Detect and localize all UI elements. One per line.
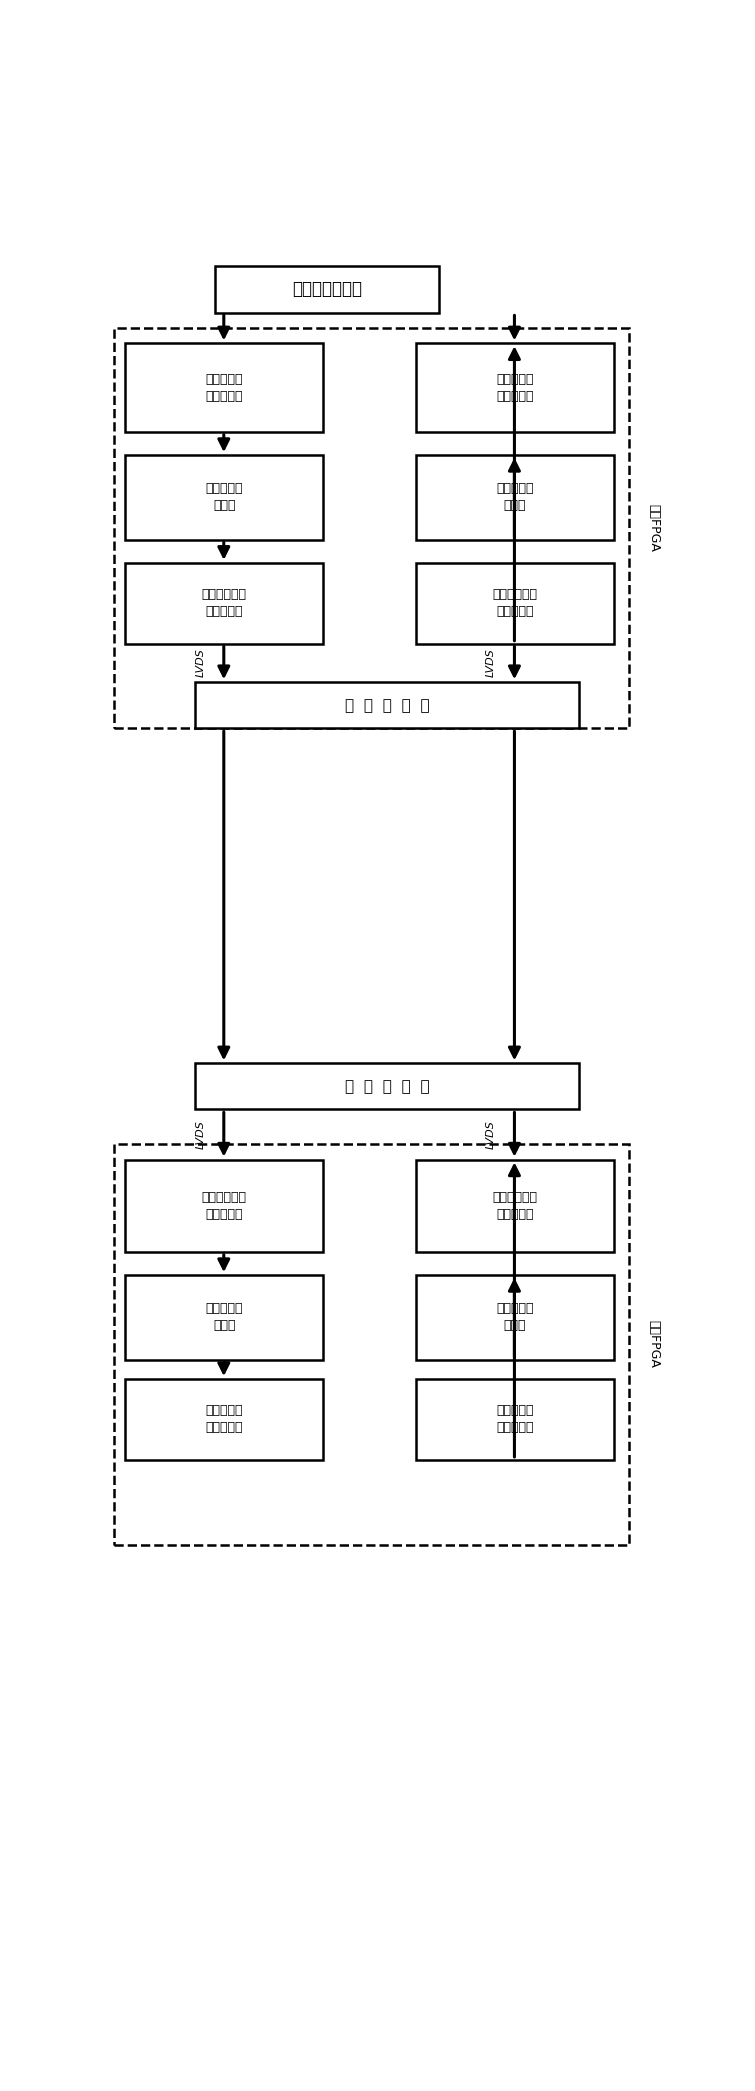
Bar: [195, 1062, 579, 1110]
Text: 数命令解码
采集器: 数命令解码 采集器: [205, 1303, 243, 1332]
Text: 数命令并串转
换控制电路: 数命令并串转 换控制电路: [202, 588, 247, 619]
Text: 控制FPGA: 控制FPGA: [648, 504, 661, 552]
Bar: [125, 1378, 323, 1460]
Text: 光  纤  收  发  路: 光 纤 收 发 路: [344, 698, 430, 713]
Text: 采集FPGA: 采集FPGA: [648, 1319, 661, 1368]
Text: 数命令入口
采集处理器: 数命令入口 采集处理器: [205, 1405, 243, 1434]
Bar: [416, 1378, 614, 1460]
Text: 采数据解码
控制器: 采数据解码 控制器: [496, 483, 534, 512]
Text: 采数据出口
控制处理器: 采数据出口 控制处理器: [496, 372, 534, 404]
Bar: [125, 1161, 323, 1253]
Text: 采数据并串转
换采集电路: 采数据并串转 换采集电路: [492, 1190, 538, 1221]
Bar: [125, 456, 323, 539]
Bar: [416, 343, 614, 433]
Text: 采数据解码
采集器: 采数据解码 采集器: [496, 1303, 534, 1332]
Text: LVDS: LVDS: [196, 1121, 205, 1148]
Bar: [416, 1161, 614, 1253]
Text: 光  纤  收  发  路: 光 纤 收 发 路: [344, 1079, 430, 1094]
Text: 数命令解码
控制器: 数命令解码 控制器: [205, 483, 243, 512]
Bar: [114, 328, 629, 728]
Bar: [416, 1276, 614, 1359]
Text: LVDS: LVDS: [486, 648, 496, 677]
Text: 上位数据处理器: 上位数据处理器: [292, 280, 362, 299]
Bar: [125, 1276, 323, 1359]
Bar: [195, 682, 579, 728]
Bar: [114, 1144, 629, 1545]
Text: LVDS: LVDS: [196, 648, 205, 677]
Text: 采数据并串转
换控制电路: 采数据并串转 换控制电路: [492, 588, 538, 619]
Bar: [125, 343, 323, 433]
Bar: [214, 266, 439, 312]
Bar: [416, 562, 614, 644]
Bar: [416, 456, 614, 539]
Text: 数命令入口
控制处理器: 数命令入口 控制处理器: [205, 372, 243, 404]
Text: 采数据出口
采集处理器: 采数据出口 采集处理器: [496, 1405, 534, 1434]
Bar: [125, 562, 323, 644]
Text: LVDS: LVDS: [486, 1121, 496, 1148]
Text: 数命令并串转
换采集电路: 数命令并串转 换采集电路: [202, 1190, 247, 1221]
